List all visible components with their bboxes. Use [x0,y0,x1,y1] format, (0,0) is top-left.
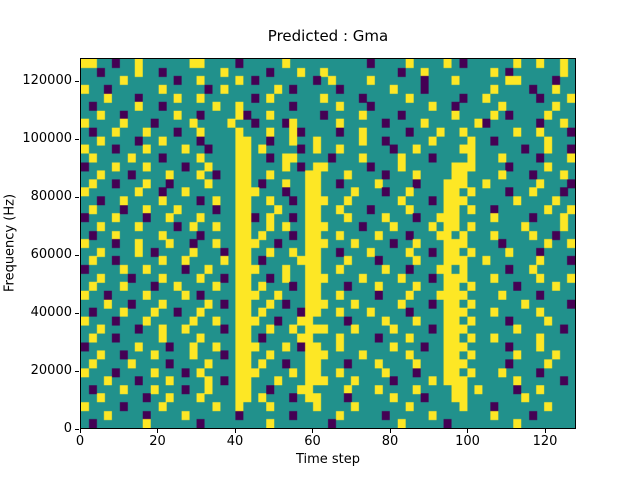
heatmap-canvas [81,59,575,428]
x-tick-mark [312,429,313,433]
x-tick-mark [79,429,81,433]
y-tick-mark [75,370,79,372]
x-tick-label: 120 [532,434,558,449]
y-tick-mark [75,428,79,430]
x-tick-label: 20 [149,434,166,449]
y-tick-mark [75,254,79,256]
x-tick-label: 40 [226,434,244,449]
y-tick-label: 120000 [22,73,72,89]
x-tick-label: 0 [75,434,85,449]
x-tick-mark [467,429,468,433]
x-axis-label: Time step [295,452,361,467]
x-tick-mark [544,429,546,433]
y-tick-mark [75,138,79,140]
x-tick-label: 60 [304,434,321,449]
y-tick-mark [75,196,79,198]
y-tick-label: 0 [63,421,72,436]
x-tick-mark [389,429,391,433]
x-tick-label: 100 [455,434,480,449]
plot-area [80,58,576,429]
chart-title: Predicted : Gma [267,27,389,45]
y-tick-label: 100000 [22,131,72,147]
y-tick-mark [75,80,79,82]
y-tick-label: 80000 [30,189,72,205]
x-tick-label: 80 [381,434,399,449]
x-tick-mark [157,429,158,433]
x-tick-mark [234,429,236,433]
y-tick-mark [75,312,79,314]
y-tick-label: 60000 [30,247,72,263]
y-tick-label: 20000 [30,363,72,379]
y-tick-label: 40000 [30,305,72,321]
